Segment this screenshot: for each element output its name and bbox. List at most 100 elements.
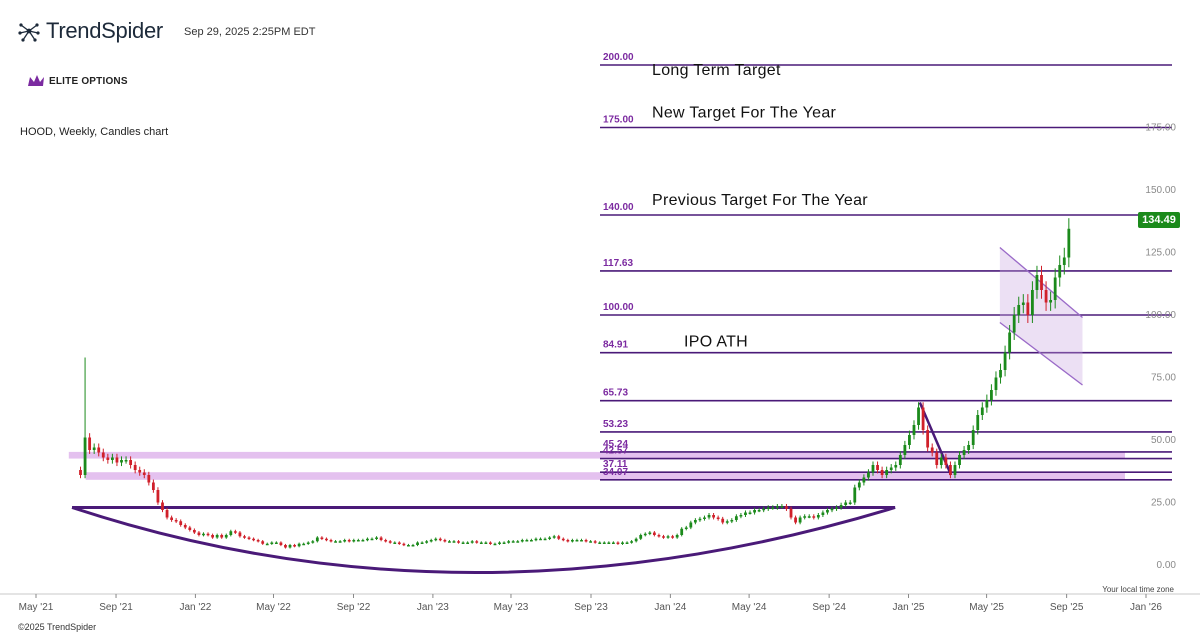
candle-body bbox=[174, 520, 178, 522]
level-label: 34.07 bbox=[603, 467, 628, 478]
candle bbox=[452, 540, 456, 543]
candle bbox=[1040, 265, 1043, 299]
candle-body bbox=[716, 517, 720, 519]
level-label: 45.24 bbox=[603, 439, 628, 450]
candle-body bbox=[885, 470, 889, 475]
candle bbox=[652, 531, 656, 537]
candle bbox=[507, 540, 511, 544]
candle-body bbox=[79, 470, 82, 475]
candle bbox=[293, 543, 296, 548]
candle-body bbox=[867, 472, 870, 478]
candle bbox=[835, 505, 838, 511]
candle-body bbox=[1021, 302, 1025, 305]
x-tick-label: Sep '25 bbox=[1050, 602, 1084, 613]
candle bbox=[885, 466, 889, 479]
candle-body bbox=[785, 506, 788, 509]
candle bbox=[361, 538, 365, 542]
brand-name: TrendSpider bbox=[46, 18, 163, 43]
candle-body bbox=[903, 445, 907, 455]
candle bbox=[589, 540, 593, 543]
candle-body bbox=[552, 536, 556, 538]
candle-body bbox=[917, 407, 920, 425]
candle bbox=[151, 479, 155, 493]
last-price-badge: 134.49 bbox=[1138, 212, 1180, 228]
candle bbox=[1049, 291, 1053, 311]
candle-body bbox=[616, 542, 620, 544]
candle-body bbox=[370, 538, 374, 541]
candle bbox=[985, 394, 989, 413]
candle bbox=[252, 537, 255, 542]
candle bbox=[220, 533, 224, 539]
candle bbox=[88, 433, 92, 454]
candle bbox=[138, 466, 142, 476]
candle-body bbox=[165, 510, 169, 518]
candle bbox=[548, 536, 552, 541]
y-tick-label: 150.00 bbox=[1145, 185, 1176, 196]
candle-body bbox=[402, 543, 406, 546]
candle-body bbox=[479, 542, 483, 544]
crown-icon bbox=[28, 75, 44, 86]
candle-body bbox=[693, 520, 697, 523]
candle-body bbox=[97, 447, 101, 453]
candle bbox=[616, 541, 620, 545]
candle bbox=[484, 541, 488, 544]
candle-body bbox=[821, 512, 825, 515]
candle-body bbox=[1012, 315, 1016, 333]
candle bbox=[684, 525, 688, 531]
candle bbox=[862, 474, 866, 486]
candle-body bbox=[379, 537, 383, 540]
candle-body bbox=[912, 425, 916, 435]
candle-body bbox=[894, 465, 898, 468]
candle-body bbox=[306, 542, 310, 544]
candle-body bbox=[525, 540, 529, 542]
candle bbox=[479, 541, 483, 544]
candle-body bbox=[671, 536, 674, 538]
candle bbox=[133, 461, 137, 474]
chart-timestamp: Sep 29, 2025 2:25PM EDT bbox=[184, 26, 316, 38]
elite-options-text: ELITE OPTIONS bbox=[49, 75, 128, 87]
candle-body bbox=[106, 457, 110, 460]
candle-body bbox=[607, 542, 611, 544]
x-tick-label: Jan '25 bbox=[893, 602, 925, 613]
candle bbox=[279, 541, 283, 547]
timezone-note[interactable]: Your local time zone bbox=[1102, 585, 1174, 594]
candle bbox=[384, 538, 388, 543]
trendspider-logo: TrendSpider bbox=[18, 18, 163, 44]
candle bbox=[261, 540, 265, 545]
candle-body bbox=[1062, 257, 1066, 265]
candle-body bbox=[279, 542, 283, 545]
candle bbox=[265, 542, 269, 546]
candle-body bbox=[438, 538, 442, 541]
candle bbox=[666, 534, 670, 539]
candle-body bbox=[999, 370, 1002, 378]
y-axis: 0.00 25.00 50.00 75.00 100.00 125.00 150.00 175… bbox=[1145, 123, 1176, 572]
candle bbox=[648, 531, 652, 536]
candle bbox=[334, 540, 337, 543]
candle bbox=[183, 523, 187, 530]
candle-body bbox=[689, 522, 693, 528]
candle-body bbox=[857, 482, 861, 488]
candle bbox=[179, 519, 183, 527]
candle bbox=[561, 537, 565, 542]
candle-body bbox=[1031, 290, 1034, 315]
candle-body bbox=[844, 502, 848, 505]
candle-body bbox=[397, 542, 401, 544]
candle bbox=[826, 507, 829, 515]
candle bbox=[530, 538, 533, 542]
candle-body bbox=[949, 465, 952, 475]
candle bbox=[325, 537, 328, 542]
candle-body bbox=[179, 521, 183, 525]
candle bbox=[438, 537, 442, 542]
candle bbox=[1044, 281, 1048, 311]
candle-body bbox=[876, 465, 879, 470]
candle-body bbox=[803, 516, 807, 518]
candle bbox=[712, 513, 715, 520]
candle-body bbox=[188, 527, 192, 530]
candle bbox=[830, 506, 834, 513]
price-levels: 200.00 Long Term Target 175.00 New Target F… bbox=[600, 52, 1172, 481]
candle-body bbox=[192, 530, 196, 533]
candle bbox=[366, 537, 369, 542]
candle-body bbox=[233, 531, 237, 533]
candle-body bbox=[1040, 275, 1043, 290]
